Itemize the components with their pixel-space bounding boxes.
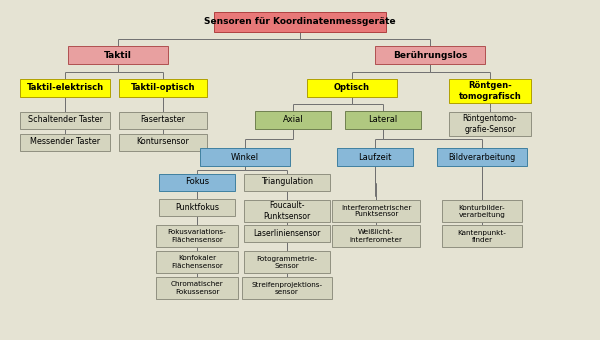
FancyBboxPatch shape — [375, 46, 485, 64]
Text: Berührungslos: Berührungslos — [393, 51, 467, 59]
Text: Fokus: Fokus — [185, 177, 209, 187]
Text: Triangulation: Triangulation — [261, 177, 313, 187]
FancyBboxPatch shape — [20, 79, 110, 97]
FancyBboxPatch shape — [307, 79, 397, 97]
Text: Winkel: Winkel — [231, 153, 259, 162]
FancyBboxPatch shape — [119, 134, 207, 151]
Text: Axial: Axial — [283, 116, 304, 124]
FancyBboxPatch shape — [337, 148, 413, 166]
FancyBboxPatch shape — [159, 199, 235, 216]
FancyBboxPatch shape — [119, 79, 207, 97]
Text: Weißlicht-
interferometer: Weißlicht- interferometer — [349, 230, 403, 242]
Text: Konturbilder-
verarbeitung: Konturbilder- verarbeitung — [458, 204, 505, 218]
Text: Laufzeit: Laufzeit — [358, 153, 392, 162]
Text: Taktil-optisch: Taktil-optisch — [131, 84, 195, 92]
Text: Fokusvariations-
Flächensensor: Fokusvariations- Flächensensor — [167, 230, 226, 242]
Text: Lateral: Lateral — [368, 116, 398, 124]
Text: Taktil: Taktil — [104, 51, 132, 59]
FancyBboxPatch shape — [156, 225, 238, 247]
Text: Kantenpunkt-
finder: Kantenpunkt- finder — [458, 230, 506, 242]
FancyBboxPatch shape — [449, 112, 531, 136]
Text: Chromatischer
Fokussensor: Chromatischer Fokussensor — [170, 282, 223, 294]
FancyBboxPatch shape — [244, 251, 330, 273]
Text: Röntgentomo-
grafie-Sensor: Röntgentomo- grafie-Sensor — [463, 114, 517, 134]
Text: Streifenprojektions-
sensor: Streifenprojektions- sensor — [251, 282, 323, 294]
Text: Fotogrammetrie-
Sensor: Fotogrammetrie- Sensor — [257, 255, 317, 269]
FancyBboxPatch shape — [68, 46, 168, 64]
FancyBboxPatch shape — [345, 111, 421, 129]
FancyBboxPatch shape — [332, 225, 420, 247]
Text: Kontursensor: Kontursensor — [137, 137, 190, 147]
FancyBboxPatch shape — [156, 251, 238, 273]
FancyBboxPatch shape — [20, 134, 110, 151]
Text: Punktfokus: Punktfokus — [175, 203, 219, 211]
Text: Laserliniensensor: Laserliniensensor — [253, 228, 320, 238]
FancyBboxPatch shape — [244, 200, 330, 222]
Text: Taktil-elektrisch: Taktil-elektrisch — [26, 84, 104, 92]
FancyBboxPatch shape — [244, 173, 330, 190]
Text: Sensoren für Koordinatenmessgeräte: Sensoren für Koordinatenmessgeräte — [204, 17, 396, 27]
FancyBboxPatch shape — [442, 200, 522, 222]
FancyBboxPatch shape — [244, 224, 330, 241]
Text: Bildverarbeitung: Bildverarbeitung — [448, 153, 515, 162]
FancyBboxPatch shape — [255, 111, 331, 129]
FancyBboxPatch shape — [242, 277, 332, 299]
FancyBboxPatch shape — [442, 225, 522, 247]
FancyBboxPatch shape — [20, 112, 110, 129]
FancyBboxPatch shape — [200, 148, 290, 166]
Text: Schaltender Taster: Schaltender Taster — [28, 116, 103, 124]
FancyBboxPatch shape — [437, 148, 527, 166]
Text: Konfokaler
Flächensensor: Konfokaler Flächensensor — [171, 255, 223, 269]
FancyBboxPatch shape — [449, 79, 531, 103]
FancyBboxPatch shape — [156, 277, 238, 299]
FancyBboxPatch shape — [214, 12, 386, 32]
Text: Messender Taster: Messender Taster — [30, 137, 100, 147]
FancyBboxPatch shape — [159, 173, 235, 190]
Text: Interferometrischer
Punktsensor: Interferometrischer Punktsensor — [341, 204, 411, 218]
Text: Röntgen-
tomografisch: Röntgen- tomografisch — [458, 81, 521, 101]
Text: Optisch: Optisch — [334, 84, 370, 92]
FancyBboxPatch shape — [332, 200, 420, 222]
Text: Foucault-
Punktsensor: Foucault- Punktsensor — [263, 201, 311, 221]
FancyBboxPatch shape — [119, 112, 207, 129]
Text: Fasertaster: Fasertaster — [140, 116, 185, 124]
